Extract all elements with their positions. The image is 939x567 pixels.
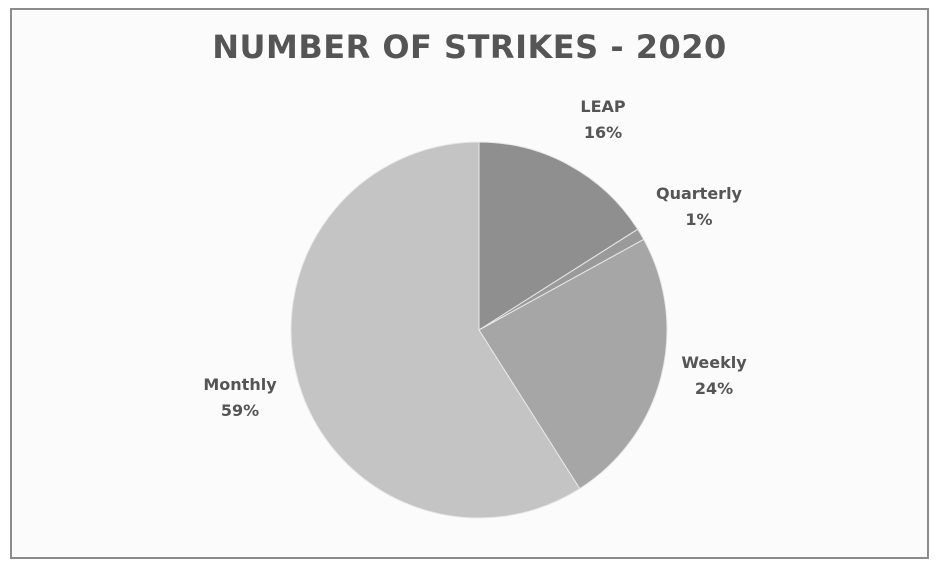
- slice-label-weekly-value: 24%: [695, 379, 733, 398]
- slice-label-quarterly-name: Quarterly: [656, 184, 743, 203]
- slice-label-weekly-name: Weekly: [681, 353, 747, 372]
- slice-label-monthly-value: 59%: [221, 401, 259, 420]
- pie-slice-leap: [478, 141, 639, 331]
- slice-label-quarterly-value: 1%: [685, 210, 712, 229]
- pie-labels: LEAP 16% Quarterly 1% Weekly 24% Monthly 59%: [203, 97, 747, 420]
- pie-slice-monthly: [290, 141, 581, 519]
- slice-label-monthly-name: Monthly: [203, 375, 277, 394]
- chart-title: NUMBER OF STRIKES - 2020: [212, 28, 727, 66]
- slice-label-leap-value: 16%: [584, 123, 622, 142]
- pie-slice-weekly: [478, 238, 668, 490]
- slice-label-leap-name: LEAP: [580, 97, 626, 116]
- pie-slices: [290, 141, 668, 519]
